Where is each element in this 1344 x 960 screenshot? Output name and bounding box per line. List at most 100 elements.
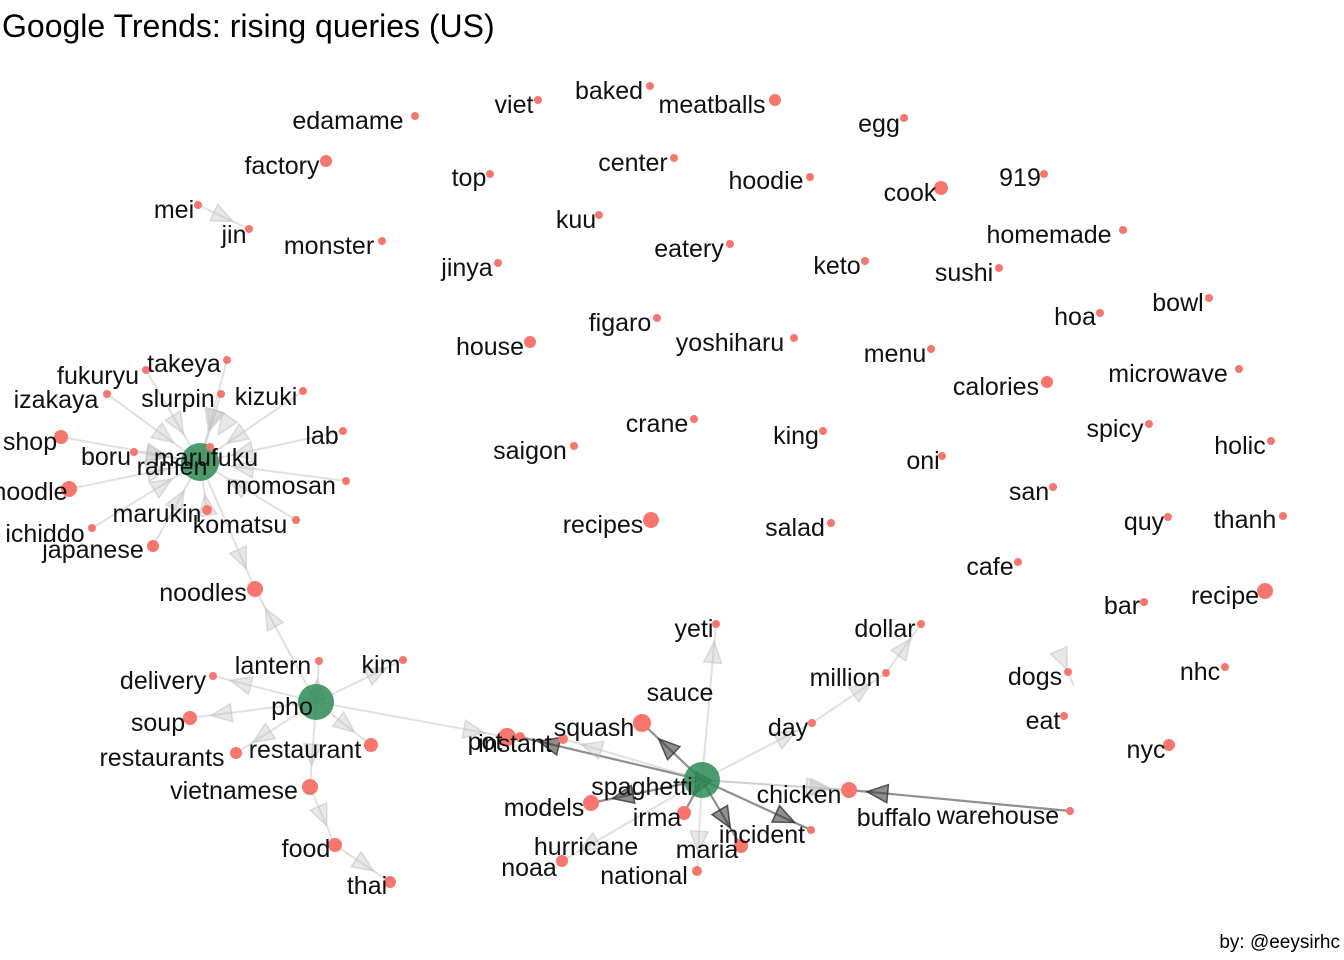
node-label-recipes: recipes: [563, 511, 644, 539]
node-label-microwave: microwave: [1108, 360, 1227, 388]
edge-arrowhead: [144, 463, 170, 483]
node-label-nhc: nhc: [1180, 658, 1220, 686]
node-monster: [378, 237, 386, 245]
node-models: [583, 795, 599, 811]
node-sushi: [995, 264, 1003, 272]
edge-arrowhead: [889, 637, 912, 663]
node-lab: [339, 427, 347, 435]
node-shop: [54, 430, 68, 444]
node-label-noodle: noodle: [0, 478, 68, 506]
node-holic: [1267, 437, 1275, 445]
node-label-egg: egg: [858, 110, 900, 138]
node-food: [328, 838, 342, 852]
edge-line: [254, 588, 317, 703]
node-ramen: [181, 443, 219, 481]
node-delivery: [209, 672, 217, 680]
edge-line: [701, 779, 850, 791]
node-san: [1049, 483, 1057, 491]
node-label-factory: factory: [244, 152, 320, 180]
node-label-food: food: [282, 835, 331, 863]
node-label-restaurant: restaurant: [249, 736, 362, 764]
node-hoodie: [806, 173, 814, 181]
node-label-cafe: cafe: [966, 553, 1013, 581]
node-label-hoodie: hoodie: [728, 167, 803, 195]
edge-arrowhead: [362, 667, 389, 687]
edge-arrowhead: [610, 784, 636, 805]
edge-arrowhead: [206, 406, 226, 433]
edge-line: [199, 430, 344, 463]
node-kizuki: [299, 387, 307, 395]
node-sauce: [633, 714, 651, 732]
node-label-thanh: thanh: [1214, 506, 1277, 534]
edge-arrowhead: [302, 742, 324, 767]
edge-lab-ramen: [199, 430, 344, 463]
node-meatballs: [769, 94, 781, 106]
node-crane: [690, 415, 698, 423]
edge-arrowhead: [847, 682, 873, 704]
node-label-holic: holic: [1214, 432, 1265, 460]
node-hurricane: [556, 855, 568, 867]
node-kuu: [595, 211, 603, 219]
node-label-kuu: kuu: [556, 206, 596, 234]
node-label-jin: jin: [220, 221, 246, 249]
node-squash: [558, 734, 568, 744]
edge-arrowhead: [230, 458, 256, 480]
node-label-restaurants: restaurants: [99, 744, 224, 772]
node-label-incident: incident: [719, 821, 805, 849]
edge-izakaya-ramen: [106, 393, 201, 463]
node-king: [819, 427, 827, 435]
edge-arrowhead: [144, 443, 170, 464]
edge-arrowhead: [251, 722, 277, 744]
edge-line: [91, 461, 201, 529]
node-label-national: national: [600, 862, 688, 890]
node-slurpin: [217, 390, 225, 398]
edge-arrowhead: [163, 409, 185, 436]
edge-spaghetti-models: [590, 778, 703, 805]
edge-layer: [60, 202, 1075, 883]
node-label-919: 919: [999, 164, 1041, 192]
node-label-japanese: japanese: [41, 536, 143, 564]
node-label-ichiddo: ichiddo: [5, 520, 84, 548]
node-noodle: [61, 481, 77, 497]
node-label-day: day: [768, 714, 809, 742]
node-label-shop: shop: [3, 428, 57, 456]
node-oni: [938, 452, 946, 460]
node-label-meatballs: meatballs: [659, 91, 766, 119]
node-thai: [384, 876, 396, 888]
node-restaurants: [230, 747, 242, 759]
edge-arrowhead: [164, 489, 185, 515]
node-nhc: [1221, 663, 1229, 671]
node-kim: [399, 656, 407, 664]
node-label-delivery: delivery: [120, 667, 207, 695]
node-hoa: [1096, 309, 1104, 317]
node-restaurant: [364, 738, 378, 752]
node-label-king: king: [773, 422, 819, 450]
edge-arrowhead: [865, 783, 890, 804]
node-label-ramen: ramen: [137, 453, 208, 481]
caption: by: @eeysirhc: [1219, 932, 1340, 953]
node-label-eat: eat: [1026, 707, 1061, 735]
node-izakaya: [103, 390, 111, 398]
edge-arrowhead: [536, 736, 562, 757]
node-national: [692, 866, 702, 876]
node-label-thai: thai: [347, 872, 387, 900]
node-incident: [807, 826, 815, 834]
node-label-jinya: jinya: [440, 254, 493, 282]
edge-arrowhead: [331, 710, 356, 734]
edge-line: [562, 738, 703, 781]
node-mei: [194, 201, 202, 209]
node-label-lantern: lantern: [235, 652, 311, 680]
edge-spaghetti-squash: [562, 738, 703, 781]
node-label-models: models: [504, 794, 585, 822]
node-viet: [534, 96, 542, 104]
node-label-million: million: [810, 664, 881, 692]
node-label-yoshiharu: yoshiharu: [676, 329, 784, 357]
edge-line: [309, 786, 336, 846]
node-label-sushi: sushi: [935, 259, 993, 287]
node-label-figaro: figaro: [589, 309, 652, 337]
node-label-oni: oni: [906, 447, 939, 475]
edge-arrowhead: [657, 737, 682, 762]
edge-line: [199, 461, 347, 482]
node-irma: [677, 806, 691, 820]
